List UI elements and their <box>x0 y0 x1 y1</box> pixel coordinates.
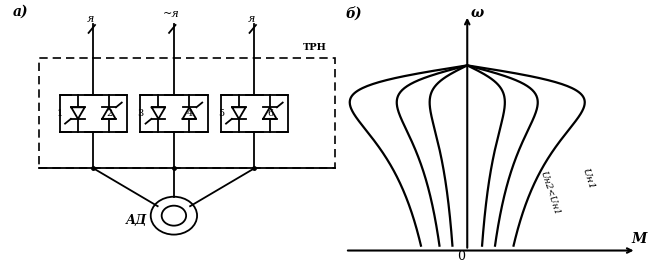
Text: я: я <box>87 14 94 24</box>
Text: а): а) <box>13 5 29 19</box>
Text: 6: 6 <box>267 109 274 118</box>
Text: б): б) <box>345 6 361 20</box>
Text: 1: 1 <box>57 109 64 118</box>
Text: АД: АД <box>125 214 147 226</box>
Text: ТРН: ТРН <box>303 43 326 52</box>
Text: 4: 4 <box>187 109 193 118</box>
Text: ~я: ~я <box>162 9 179 19</box>
Text: 3: 3 <box>138 109 144 118</box>
Text: 5: 5 <box>218 109 224 118</box>
Text: Uн1: Uн1 <box>580 166 595 190</box>
Text: я: я <box>248 14 255 24</box>
Text: 2: 2 <box>107 109 112 118</box>
Text: 0: 0 <box>457 250 465 263</box>
Text: M: M <box>632 232 647 246</box>
Text: ω: ω <box>471 6 484 20</box>
Text: Uн2<Uн1: Uн2<Uн1 <box>538 170 560 216</box>
